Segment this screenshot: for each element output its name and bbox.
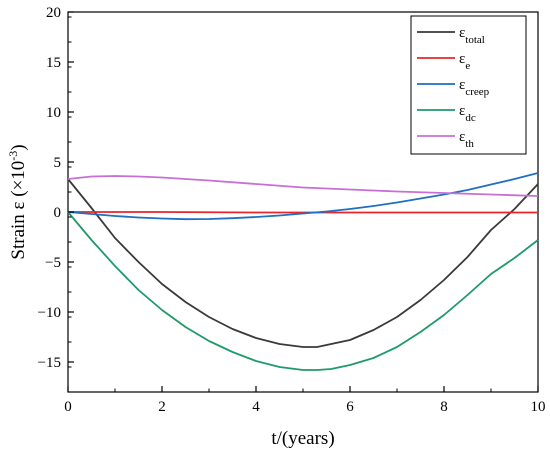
- y-axis-title: Strain ε (×10-3): [6, 144, 29, 259]
- legend-box: [410, 15, 527, 155]
- legend-label-base: ε: [459, 103, 465, 119]
- series-line-dc: [67, 211, 539, 371]
- y-tick-label: −15: [38, 355, 61, 371]
- x-tick-label: 0: [64, 399, 72, 415]
- x-tick-label: 2: [158, 399, 166, 415]
- series-line-e: [68, 211, 538, 214]
- legend-label-base: ε: [459, 25, 465, 41]
- legend-label-base: ε: [459, 129, 465, 145]
- y-tick-label: 10: [46, 105, 61, 121]
- series-line-total: [67, 178, 539, 348]
- y-tick-label: 15: [46, 55, 61, 71]
- y-axis-title-superscript: -3: [6, 151, 20, 161]
- legend-label-creep: εcreep: [459, 77, 490, 98]
- axes-layer: 0 2 4 6 8 10 −15 −10 −5 0 5 10 15 20: [38, 5, 546, 415]
- legend-label-subscript: e: [465, 60, 470, 72]
- y-axis-title-prefix: Strain ε (×10: [8, 161, 29, 260]
- y-tick-label: 20: [46, 5, 61, 21]
- legend-label-subscript: creep: [465, 86, 489, 98]
- series-layer: [67, 172, 539, 371]
- legend-label-subscript: dc: [465, 112, 476, 124]
- y-tick-label: −5: [45, 255, 61, 271]
- legend-label-total: εtotal: [459, 25, 485, 46]
- legend-label-base: ε: [459, 77, 465, 93]
- series-line-creep: [67, 172, 539, 221]
- x-tick-label: 10: [531, 399, 546, 415]
- y-axis-title-suffix: ): [8, 144, 29, 150]
- legend-label-subscript: th: [465, 138, 474, 150]
- x-tick-label: 8: [440, 399, 448, 415]
- legend-label-dc: εdc: [459, 103, 476, 124]
- y-tick-label: 0: [54, 205, 62, 221]
- y-tick-label: 5: [54, 155, 62, 171]
- legend-label-e: εe: [459, 51, 470, 72]
- series-line-th: [67, 175, 539, 197]
- legend-label-subscript: total: [465, 34, 485, 46]
- x-tick-label: 6: [346, 399, 354, 415]
- legend-label-th: εth: [459, 129, 474, 150]
- y-tick-label: −10: [38, 305, 61, 321]
- legend-label-base: ε: [459, 51, 465, 67]
- x-axis-title: t/(years): [271, 428, 334, 449]
- x-tick-label: 4: [252, 399, 260, 415]
